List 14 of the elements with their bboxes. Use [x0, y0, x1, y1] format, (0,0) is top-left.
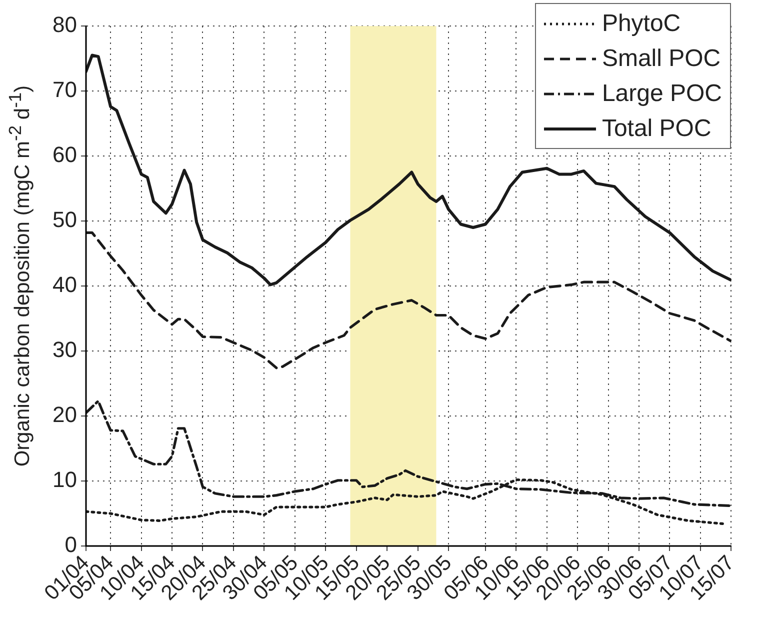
legend-label: Small POC [602, 44, 721, 74]
y-tick-label: 0 [64, 532, 77, 558]
line-series [86, 231, 732, 370]
legend-label: PhytoC [602, 9, 681, 39]
y-tick-label: 40 [52, 272, 77, 298]
y-tick-label: 30 [52, 337, 77, 362]
y-tick-label: 80 [52, 12, 77, 38]
y-tick-label: 10 [52, 467, 77, 492]
y-tick-label: 50 [52, 207, 77, 232]
legend-label: Total POC [602, 114, 712, 144]
y-tick-label: 60 [52, 142, 77, 168]
y-tick-label: 20 [52, 402, 77, 428]
legend-label: Large POC [602, 79, 722, 109]
y-tick-label: 70 [52, 77, 77, 102]
